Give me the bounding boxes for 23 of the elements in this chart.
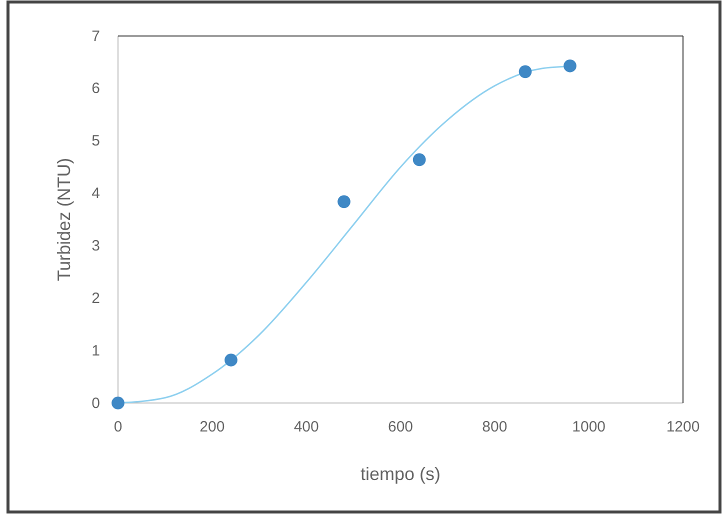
point [564,59,576,72]
y-tick-label: 2 [92,290,100,307]
point [224,354,238,366]
point [112,396,124,410]
x-tick-label: 600 [388,418,414,436]
x-tick-label: 800 [482,418,508,436]
y-tick-label: 1 [92,342,100,360]
y-tick-label: 3 [92,238,100,255]
y-tick-label: 6 [92,80,100,98]
y-tick-label: 0 [92,394,100,412]
x-tick-label: 200 [200,418,225,436]
point [518,65,532,78]
y-tick-label: 4 [92,185,100,202]
x-tick-label: 1200 [666,418,700,436]
y-tick-label: 7 [92,28,100,45]
point [338,195,350,208]
x-axis-title: tiempo (s) [360,464,441,484]
y-tick-label: 5 [92,132,100,150]
y-axis-title: Turbidez (NTU) [54,158,74,282]
x-tick-label: 1000 [572,418,606,436]
point [412,153,426,166]
x-tick-label: 0 [114,418,122,436]
x-tick-label: 400 [294,418,319,436]
